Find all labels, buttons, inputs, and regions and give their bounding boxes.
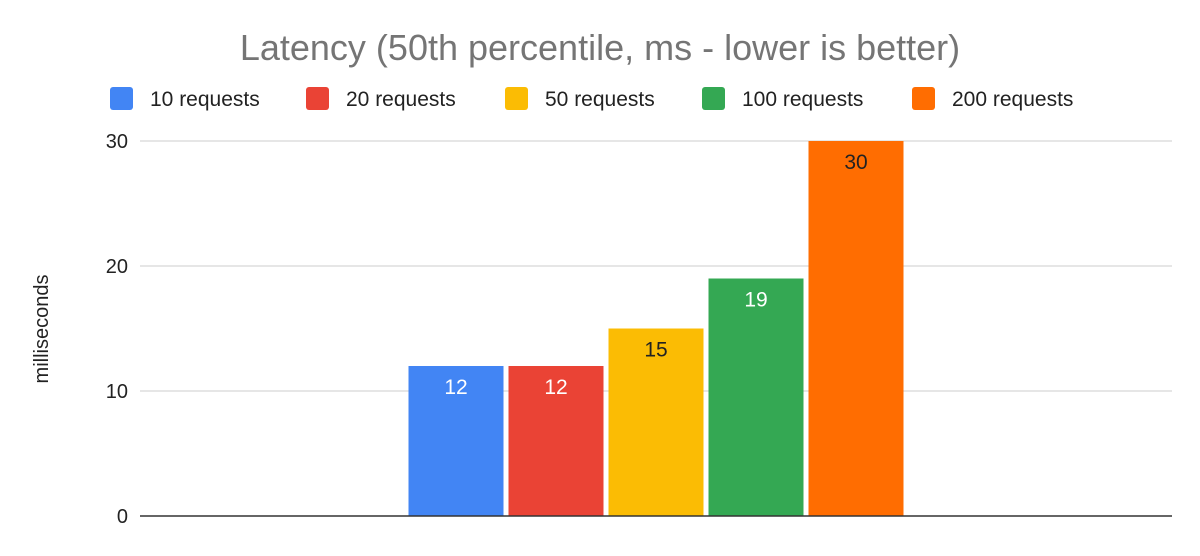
legend-label: 50 requests [545,88,655,111]
bars-group [408,141,904,516]
y-axis-label: milliseconds [31,275,53,384]
bar-100-requests [708,278,804,516]
y-tick-label: 10 [106,381,128,403]
data-label: 12 [544,376,567,399]
y-tick-label: 0 [117,506,128,528]
y-tick-label: 20 [106,256,128,278]
legend-item: 100 requests [702,87,863,111]
data-label: 19 [744,289,767,312]
legend-item: 10 requests [110,87,260,111]
legend-label: 10 requests [150,88,260,111]
chart-title: Latency (50th percentile, ms - lower is … [240,27,960,68]
bar-50-requests [608,328,704,516]
bar-10-requests [408,366,504,516]
y-tick-label: 30 [106,131,128,153]
legend-swatch [306,87,329,110]
data-label: 12 [444,376,467,399]
data-label: 15 [644,339,667,362]
bar-20-requests [508,366,604,516]
legend: 10 requests 20 requests 50 requests 100 req… [110,87,1073,111]
legend-swatch [110,87,133,110]
legend-label: 200 requests [952,88,1073,111]
legend-label: 100 requests [742,88,863,111]
legend-item: 50 requests [505,87,655,111]
data-labels: 12 12 15 19 30 [444,151,867,399]
legend-swatch [505,87,528,110]
legend-swatch [702,87,725,110]
legend-label: 20 requests [346,88,456,111]
legend-item: 20 requests [306,87,456,111]
legend-swatch [912,87,935,110]
legend-item: 200 requests [912,87,1073,111]
bar-200-requests [808,141,904,516]
data-label: 30 [844,151,867,174]
y-axis-ticks: 0 10 20 30 [106,131,128,528]
